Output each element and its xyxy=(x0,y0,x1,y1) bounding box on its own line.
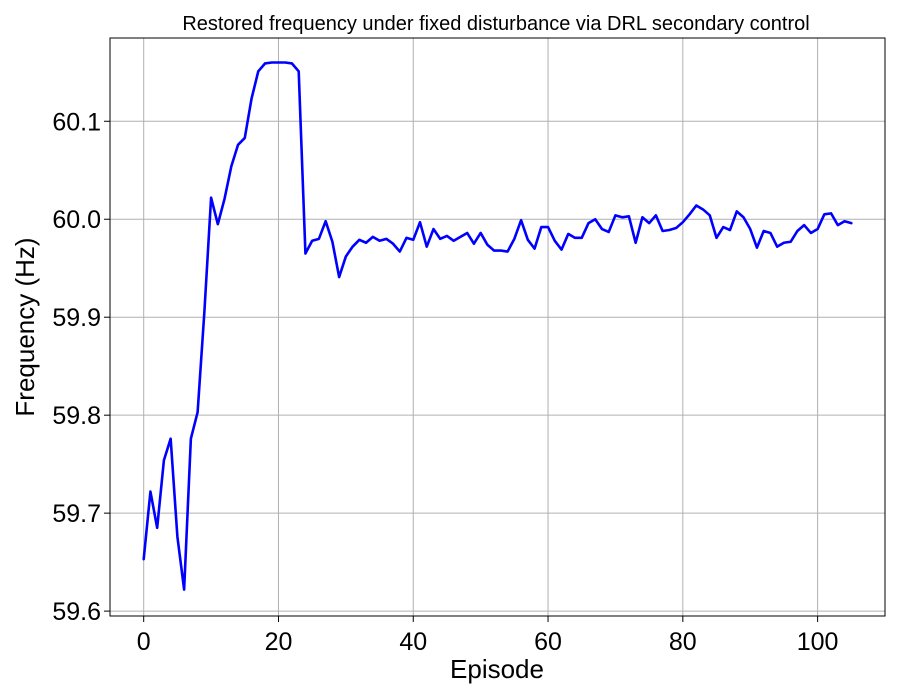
x-axis-ticks: 0 20 40 60 80 100 xyxy=(137,616,839,656)
x-tick-label: 60 xyxy=(534,628,562,656)
x-tick-label: 40 xyxy=(399,628,427,656)
y-axis-label: Frequency (Hz) xyxy=(10,237,40,416)
frequency-series-line xyxy=(142,61,853,591)
y-tick-label: 59.7 xyxy=(52,500,101,528)
x-tick-label: 80 xyxy=(669,628,697,656)
y-axis-ticks: 59.6 59.7 59.8 59.9 60.0 60.1 xyxy=(52,108,110,626)
x-tick-label: 100 xyxy=(797,628,839,656)
series-layer xyxy=(142,61,853,591)
x-tick-label: 0 xyxy=(137,628,151,656)
x-tick-label: 20 xyxy=(265,628,293,656)
y-tick-label: 60.0 xyxy=(52,206,101,234)
y-tick-label: 60.1 xyxy=(52,108,101,136)
x-axis-label: Episode xyxy=(450,654,544,684)
y-tick-label: 59.6 xyxy=(52,598,101,626)
y-tick-label: 59.8 xyxy=(52,402,101,430)
plot-frame xyxy=(109,37,886,617)
chart-title: Restored frequency under fixed disturban… xyxy=(182,13,809,35)
y-tick-label: 59.9 xyxy=(52,304,101,332)
grid-lines xyxy=(110,38,885,616)
